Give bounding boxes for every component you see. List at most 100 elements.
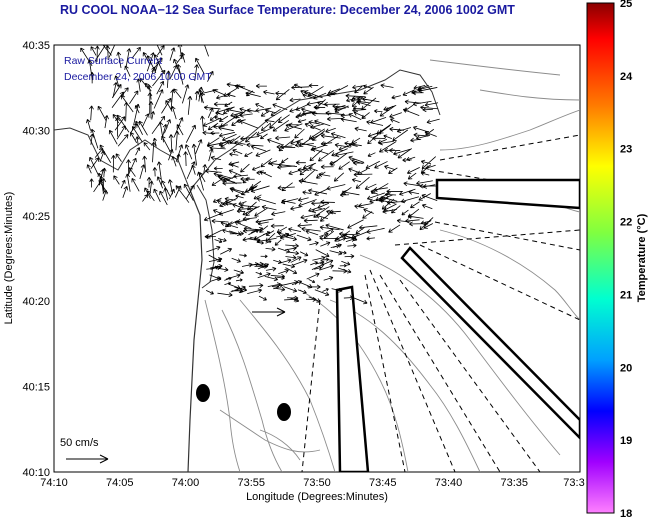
current-vector — [211, 179, 222, 186]
current-vector — [306, 272, 320, 280]
current-vector — [413, 84, 426, 90]
current-vector — [308, 188, 328, 195]
current-vector — [378, 140, 394, 146]
current-vector — [265, 240, 272, 244]
current-vector — [248, 228, 260, 236]
current-vector — [276, 275, 285, 280]
current-vector — [132, 126, 143, 143]
current-vector — [218, 238, 227, 243]
current-vector — [113, 175, 120, 185]
current-vector — [220, 221, 239, 229]
current-vector — [115, 153, 122, 162]
current-vector — [271, 211, 286, 217]
current-vector — [195, 139, 203, 155]
current-vector-field — [80, 45, 440, 305]
current-vector — [320, 133, 341, 139]
current-vector — [170, 106, 177, 120]
current-vector — [341, 187, 352, 195]
current-vector — [294, 83, 303, 89]
current-vector — [220, 138, 235, 148]
current-vector — [250, 185, 270, 193]
current-vector — [264, 276, 278, 282]
current-vector — [383, 134, 393, 139]
current-vector — [168, 134, 174, 152]
current-vector — [285, 255, 297, 260]
current-vector — [285, 243, 299, 249]
x-tick-label: 73:45 — [369, 477, 397, 489]
current-vector — [330, 85, 349, 96]
x-tick-label: 74:05 — [106, 477, 134, 489]
colorbar-label: Temperature (°C) — [636, 213, 648, 302]
current-vector — [225, 107, 245, 114]
current-vector — [139, 164, 146, 180]
current-vector — [285, 123, 302, 130]
current-vector — [422, 184, 436, 189]
current-vector — [308, 83, 319, 88]
x-tick-labels: 74:10 74:05 74:00 73:55 73:50 73:45 73:40 73:35… — [40, 477, 584, 489]
current-vector — [295, 114, 305, 119]
current-vector — [148, 101, 154, 119]
coverage-wedges — [335, 178, 580, 472]
current-vector — [185, 124, 196, 143]
current-vector — [352, 84, 365, 90]
current-vector — [344, 254, 355, 259]
current-vector — [267, 282, 282, 288]
current-vector — [352, 296, 368, 305]
current-vector — [177, 45, 183, 59]
offshore-arrow — [252, 307, 286, 317]
current-vector — [310, 144, 326, 152]
current-vector — [359, 224, 378, 230]
current-vector — [194, 64, 199, 81]
current-vector — [307, 284, 321, 290]
current-vector — [275, 135, 291, 141]
current-vector — [111, 91, 125, 108]
current-vector — [235, 194, 244, 199]
current-vector — [338, 237, 346, 242]
current-vector — [388, 167, 398, 175]
current-vector — [114, 116, 126, 131]
current-vector — [190, 164, 196, 175]
current-vector — [403, 181, 424, 187]
current-vector — [152, 137, 158, 147]
current-vector — [276, 232, 290, 238]
current-vector — [310, 261, 318, 266]
current-vector — [265, 246, 276, 252]
current-vector — [259, 170, 272, 178]
current-vector — [117, 134, 129, 147]
current-vector — [304, 90, 323, 99]
current-vector — [323, 101, 340, 107]
annotation-line2: December 24, 2006 10:00 GMT — [64, 71, 212, 83]
current-vector — [207, 137, 220, 146]
current-vector — [262, 231, 271, 236]
current-vector — [320, 257, 330, 262]
current-vector — [348, 167, 363, 175]
current-vector — [331, 287, 343, 293]
current-vector — [325, 110, 345, 116]
current-vector — [407, 208, 420, 218]
current-vector — [170, 89, 176, 110]
current-vector — [308, 166, 318, 172]
current-vector — [141, 113, 150, 128]
y-tick-label: 40:15 — [22, 382, 50, 394]
y-tick-label: 40:25 — [22, 211, 50, 223]
current-vector — [94, 45, 100, 62]
current-vector — [194, 90, 200, 101]
current-vector — [318, 150, 335, 162]
current-vector — [314, 289, 330, 297]
current-vector — [308, 296, 321, 303]
current-vector — [210, 155, 222, 161]
current-vector — [174, 130, 180, 151]
current-vector — [213, 124, 228, 129]
current-vector — [404, 104, 414, 112]
current-vector — [278, 258, 292, 264]
current-vector — [139, 77, 150, 90]
current-vector — [329, 160, 338, 165]
current-vector — [207, 70, 214, 82]
colorbar-tick-label: 21 — [620, 289, 632, 301]
current-vector — [203, 213, 221, 222]
current-vector — [361, 97, 377, 110]
current-vector — [99, 144, 112, 163]
current-vector — [237, 206, 254, 212]
current-vector — [290, 206, 302, 211]
current-vector — [337, 267, 352, 274]
